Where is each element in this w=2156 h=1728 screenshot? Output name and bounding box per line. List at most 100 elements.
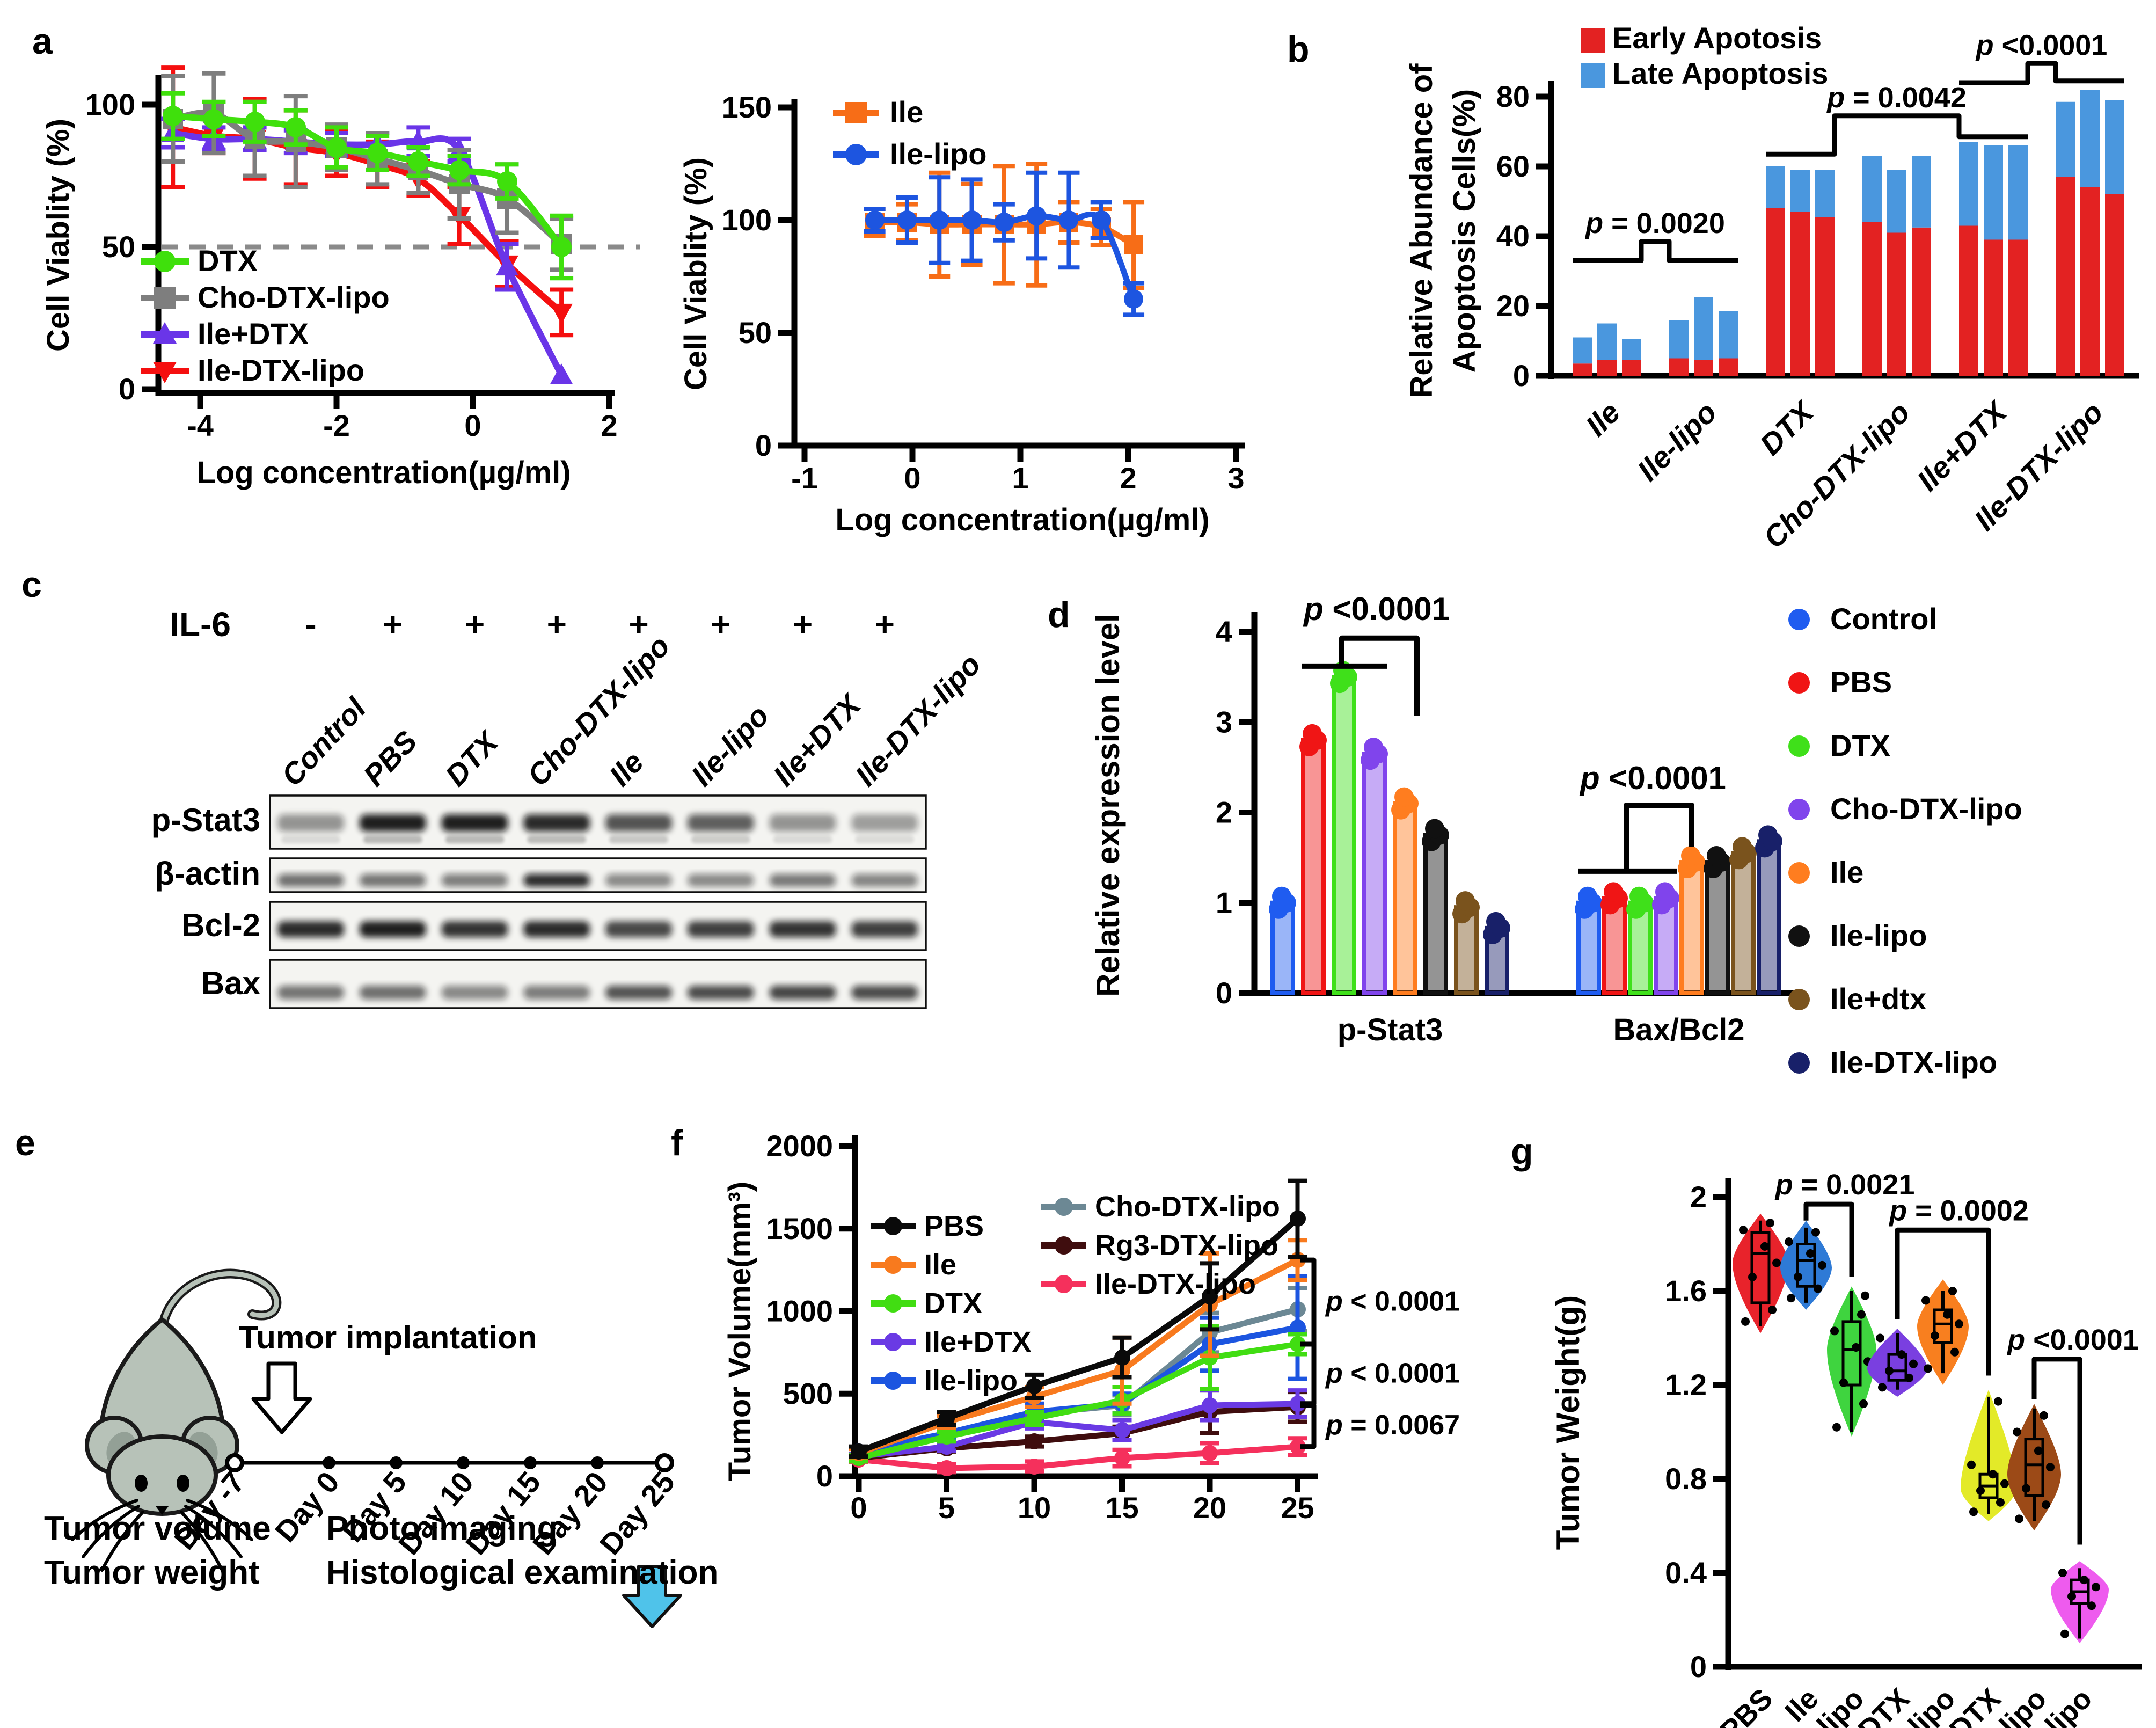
il6-label: IL-6 bbox=[170, 605, 231, 644]
il6-sign: + bbox=[465, 605, 485, 644]
il6-sign: + bbox=[628, 605, 648, 644]
data-dot bbox=[1931, 1331, 1939, 1340]
mouse-eye-right bbox=[177, 1475, 189, 1492]
data-dot bbox=[2092, 1583, 2100, 1592]
x-axis-title: Log concentration(µg/ml) bbox=[196, 455, 571, 490]
y-tick-label: 0 bbox=[1216, 976, 1232, 1010]
il6-sign: + bbox=[383, 605, 403, 644]
blot-band-ghost bbox=[773, 836, 832, 843]
legend-marker-Ile bbox=[884, 1256, 902, 1274]
legend-label-Ile-lipo: Ile-lipo bbox=[924, 1365, 1018, 1397]
data-point-Ile-DTX-lipo bbox=[939, 1460, 955, 1476]
data-dot bbox=[1996, 1498, 2005, 1507]
x-tick-label: 25 bbox=[1281, 1491, 1314, 1525]
legend-label-DTX: DTX bbox=[924, 1287, 982, 1319]
p-italic: p bbox=[1888, 1194, 1907, 1227]
legend-label-Ile-lipo: Ile-lipo bbox=[890, 137, 986, 171]
p-rest: = 0.0021 bbox=[1793, 1169, 1915, 1201]
blot-band bbox=[359, 874, 426, 887]
blot-band bbox=[441, 986, 508, 1000]
bar-late-Ile+DTX bbox=[1984, 145, 2003, 240]
data-dot bbox=[1832, 1423, 1841, 1432]
legend-label-PBS: PBS bbox=[924, 1210, 984, 1242]
blot-band bbox=[523, 921, 590, 937]
endpoint-arrow bbox=[622, 1565, 682, 1628]
bar-DTX bbox=[1332, 675, 1356, 995]
bar-early-Ile bbox=[1622, 360, 1641, 376]
data-point-PBS bbox=[1026, 1378, 1042, 1394]
bar-late-DTX bbox=[1766, 166, 1785, 208]
panel-letter-e: e bbox=[15, 1122, 35, 1163]
data-dot bbox=[1681, 846, 1700, 866]
data-dot bbox=[1969, 1507, 1978, 1516]
legend-marker-Ile bbox=[845, 102, 867, 123]
data-dot bbox=[1733, 837, 1752, 857]
p-rest: = 0.0067 bbox=[1343, 1410, 1460, 1441]
data-dot bbox=[2046, 1463, 2055, 1472]
il6-sign: + bbox=[711, 605, 730, 644]
legend-marker-DTX bbox=[154, 251, 176, 272]
bar-PBS bbox=[1602, 896, 1627, 996]
bar-late-DTX bbox=[1790, 170, 1810, 212]
p-rest: = 0.0042 bbox=[1845, 82, 1967, 114]
data-dot bbox=[1811, 1228, 1820, 1237]
bar-early-DTX bbox=[1766, 208, 1785, 376]
legend-swatch bbox=[1581, 63, 1605, 88]
blot-band bbox=[769, 874, 836, 887]
blot-band bbox=[605, 921, 672, 937]
data-dot bbox=[1785, 1237, 1793, 1246]
legend-label: Late Apoptosis bbox=[1612, 56, 1828, 90]
data-point-DTX bbox=[1026, 1410, 1042, 1426]
bar-early-Ile-DTX-lipo bbox=[2080, 187, 2100, 376]
bar-late-Ile+DTX bbox=[2008, 145, 2028, 240]
data-dot bbox=[1794, 1272, 1802, 1281]
data-point-Ile-lipo bbox=[1059, 210, 1078, 230]
timeline-label-Day 25: Day 25 bbox=[593, 1465, 681, 1561]
data-dot bbox=[1924, 1364, 1932, 1373]
significance-bracket bbox=[2031, 1357, 2082, 1545]
p-rest: <0.0001 bbox=[1324, 591, 1450, 627]
p-value-label: p = 0.0042 bbox=[1826, 82, 1967, 114]
mouse-whisker bbox=[82, 1505, 140, 1558]
x-tick-label: -1 bbox=[791, 461, 818, 495]
blot-band bbox=[277, 874, 344, 887]
x-tick-label: 10 bbox=[1018, 1491, 1051, 1525]
data-dot bbox=[1943, 1310, 1952, 1319]
y-tick-label: 20 bbox=[1496, 289, 1530, 323]
data-point-Ile-DTX-lipo bbox=[550, 303, 573, 324]
bar-late-DTX bbox=[1815, 170, 1835, 217]
bar-early-Ile-lipo bbox=[1719, 358, 1738, 376]
legend-marker-Rg3-DTX-lipo bbox=[1055, 1236, 1073, 1255]
blot-band bbox=[359, 921, 426, 937]
blot-band bbox=[441, 874, 508, 887]
y-tick-label: 1 bbox=[1216, 886, 1232, 920]
data-dot bbox=[1655, 882, 1675, 902]
series-line-Ile-DTX-lipo bbox=[858, 1443, 1298, 1471]
p-italic: p bbox=[1584, 207, 1603, 239]
legend-marker-Ile-DTX-lipo bbox=[1055, 1275, 1073, 1293]
blot-row-label-Bax: Bax bbox=[201, 965, 260, 1001]
data-dot bbox=[2087, 1601, 2096, 1610]
p-rest: <0.0001 bbox=[2025, 1324, 2139, 1356]
y-tick-label: 0 bbox=[1690, 1650, 1707, 1683]
bar-late-Cho-DTX-lipo bbox=[1887, 170, 1906, 233]
blot-row-label-p-Stat3: p-Stat3 bbox=[151, 802, 260, 838]
legend-label-Ile-DTX-lipo: Ile-DTX-lipo bbox=[1830, 1045, 1997, 1079]
data-point-PBS bbox=[939, 1410, 955, 1426]
legend-label-Ile-DTX-lipo: Ile-DTX-lipo bbox=[198, 353, 364, 387]
legend-label-Ile: Ile bbox=[890, 95, 923, 129]
blot-band bbox=[277, 814, 344, 832]
bar-early-Ile bbox=[1597, 360, 1617, 376]
timeline-node bbox=[457, 1456, 470, 1469]
x-tick-label: 0 bbox=[464, 409, 481, 442]
p-italic: p bbox=[1579, 760, 1600, 796]
data-dot bbox=[1787, 1294, 1795, 1303]
timeline-node bbox=[390, 1456, 403, 1469]
data-dot bbox=[1859, 1399, 1868, 1408]
data-point-Ile-lipo bbox=[1124, 289, 1143, 309]
data-point-Ile-lipo bbox=[865, 210, 885, 230]
y-tick-label: 2 bbox=[1690, 1180, 1707, 1214]
x-tick-label: 3 bbox=[1227, 461, 1244, 495]
lane-label-Ile: Ile bbox=[603, 745, 651, 793]
